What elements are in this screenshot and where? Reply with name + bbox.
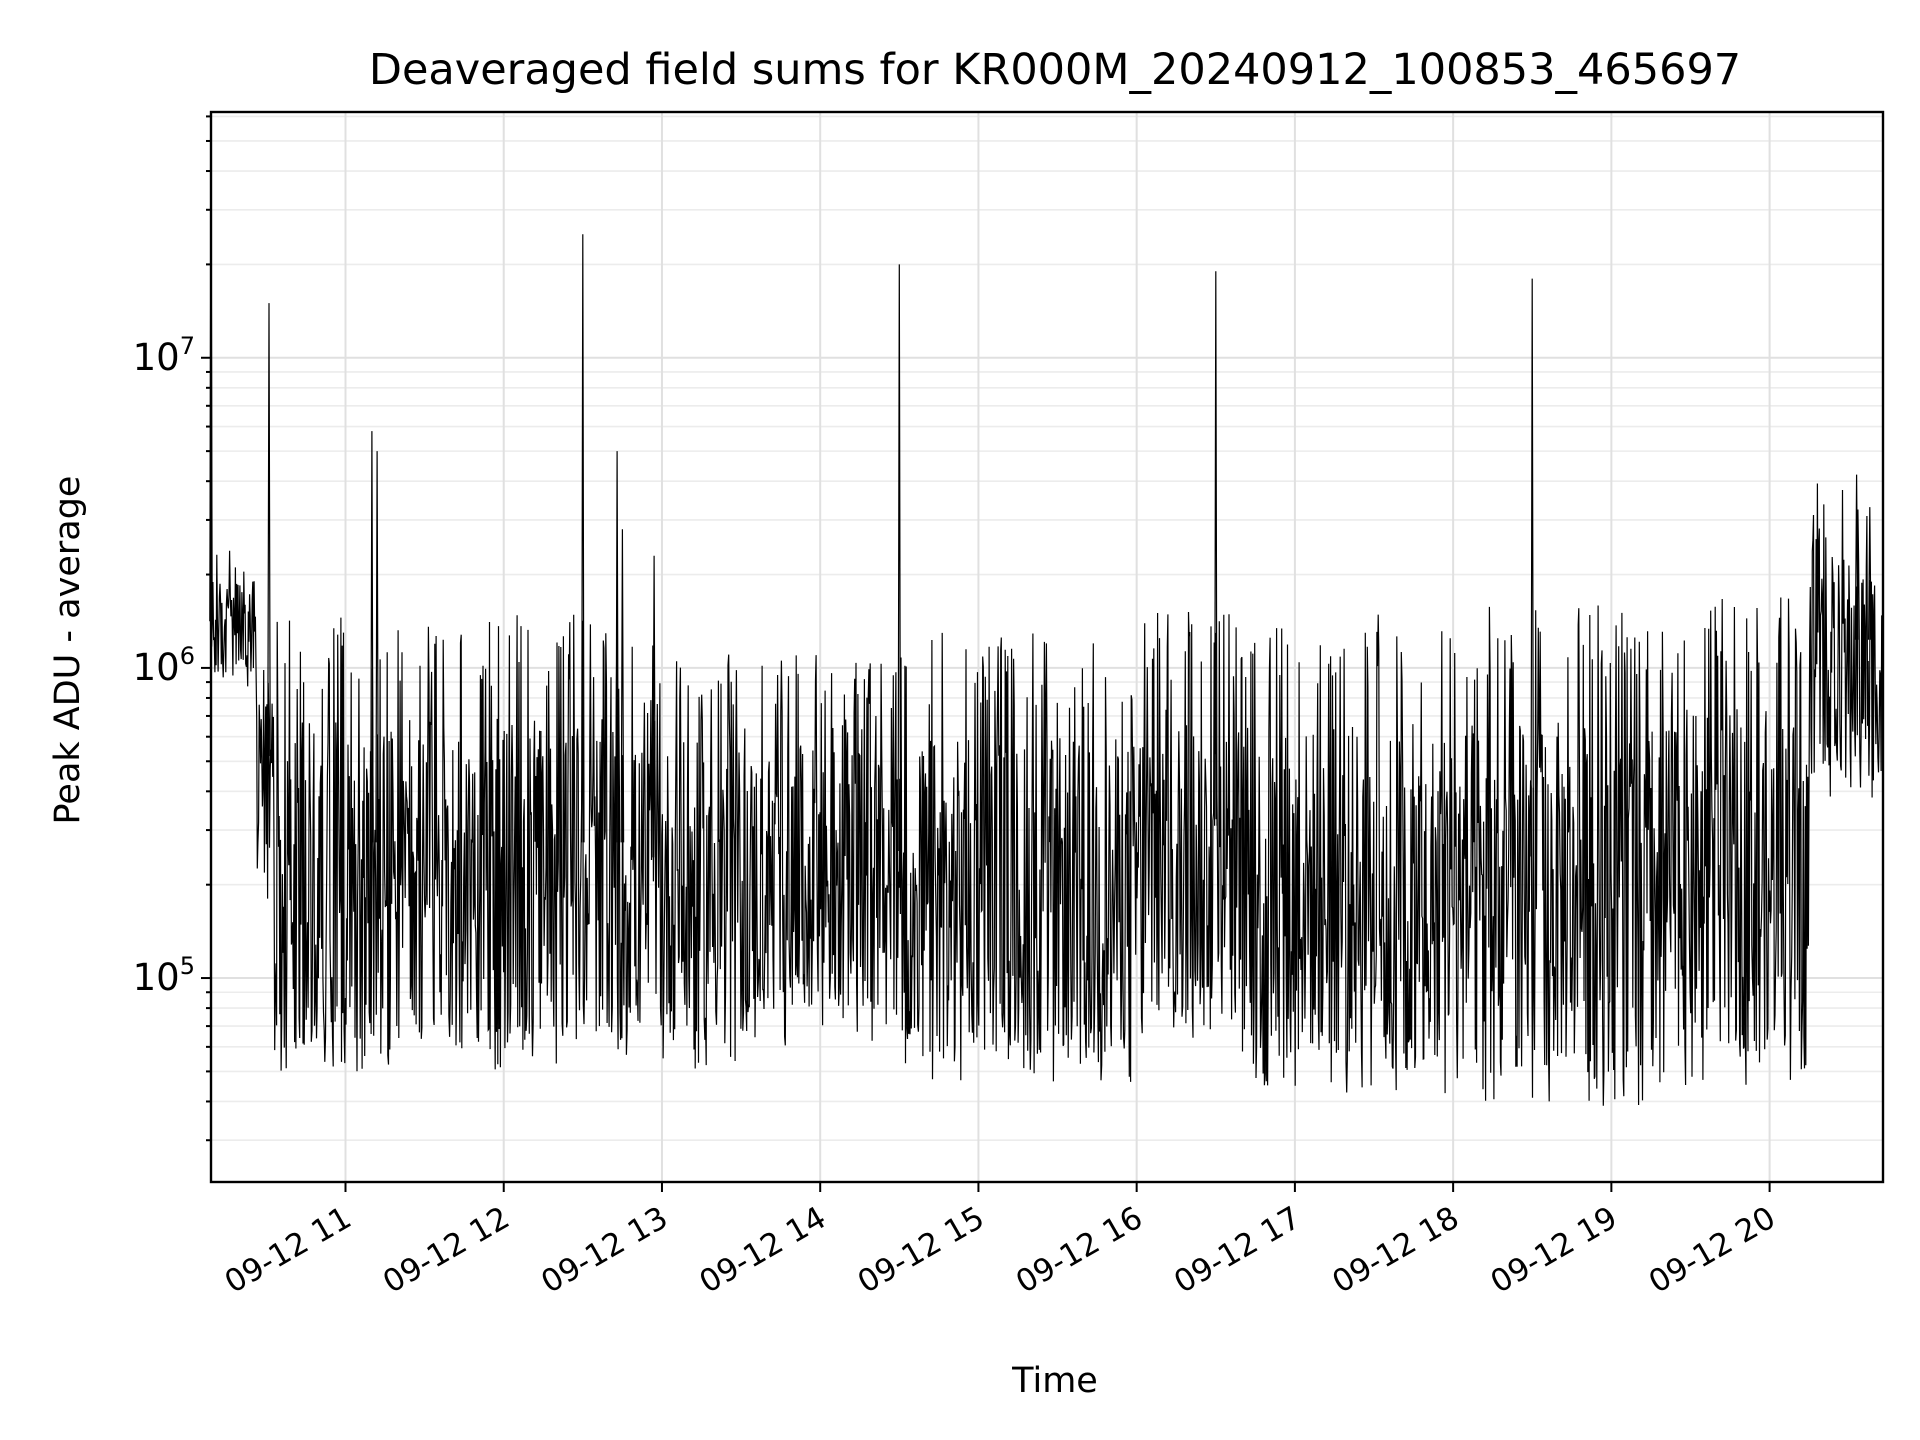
y-tick-base: 10 (133, 956, 180, 999)
y-tick-label: 105 (133, 952, 195, 999)
x-tick-label: 09-12 16 (1010, 1200, 1149, 1301)
x-tick-label: 09-12 19 (1485, 1200, 1624, 1301)
x-tick-label: 09-12 17 (1168, 1200, 1307, 1301)
y-tick-label: 106 (133, 642, 195, 689)
y-tick-label: 107 (133, 332, 195, 379)
x-tick-label: 09-12 14 (693, 1200, 832, 1301)
peak-spike (1868, 507, 1872, 640)
x-tick-label: 09-12 11 (219, 1200, 358, 1301)
x-tick-label: 09-12 12 (377, 1200, 516, 1301)
y-tick-exponent: 6 (180, 642, 195, 670)
peak-spike (1854, 474, 1859, 640)
x-axis-label: Time (1011, 1361, 1098, 1401)
x-tick-label: 09-12 13 (535, 1200, 674, 1301)
y-tick-exponent: 7 (180, 332, 195, 360)
peak-spike (370, 431, 374, 843)
peak-spike (652, 555, 656, 858)
y-tick-base: 10 (133, 336, 180, 379)
peak-spike (615, 451, 619, 843)
peak-spike (267, 303, 271, 757)
series-line (210, 483, 1884, 1106)
chart-title: Deaveraged field sums for KR000M_2024091… (369, 45, 1741, 95)
peak-spike (620, 529, 625, 843)
x-tick-label: 09-12 20 (1643, 1200, 1782, 1301)
peak-spike (897, 264, 902, 852)
y-axis-label: Peak ADU - average (48, 476, 88, 825)
y-tick-exponent: 5 (180, 952, 195, 980)
x-tick-label: 09-12 15 (852, 1200, 991, 1301)
plot-frame (209, 110, 1885, 1184)
x-tick-label: 09-12 18 (1326, 1200, 1465, 1301)
y-tick-base: 10 (133, 646, 180, 689)
peak-spike (1530, 278, 1534, 857)
peak-spike (581, 234, 585, 843)
peak-spike (375, 451, 379, 843)
x-axis: 09-12 11 09-12 12 09-12 13 09-12 14 09-12 15… (219, 1182, 1782, 1301)
peak-spike (1214, 271, 1218, 826)
